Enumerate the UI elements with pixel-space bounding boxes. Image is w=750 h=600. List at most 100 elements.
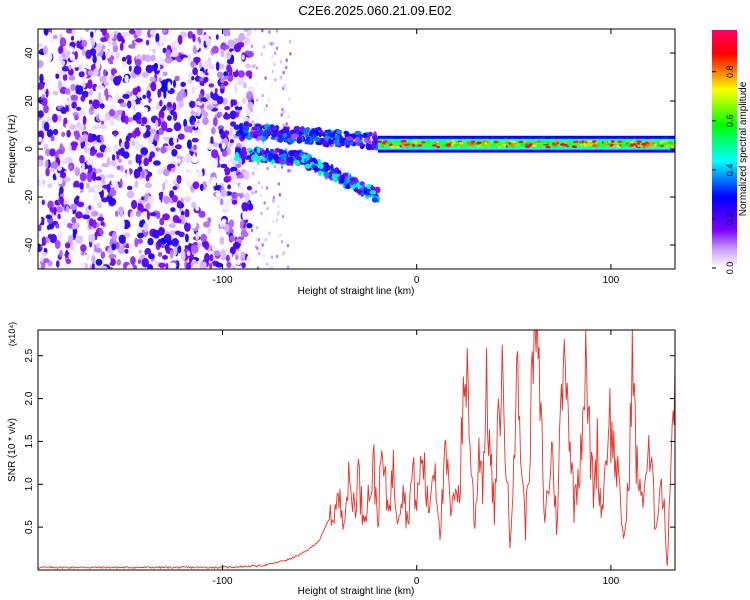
spectrogram-cell [203,83,208,92]
spectrogram-cell [97,202,103,209]
spectrogram-cell [45,236,50,244]
spectrogram-cell [476,141,482,144]
spectrogram-cell [453,143,460,147]
spectrogram-cell [371,197,378,203]
spectrogram-cell [374,140,378,145]
spectrogram-cell [195,232,200,241]
y-tick-label: 2.0 [24,391,35,405]
spectrogram-cell [111,154,116,162]
spectrogram-cell [271,134,277,139]
spectrogram-cell [72,60,80,68]
spectrogram-cell [323,141,329,146]
spectrogram-cell [259,128,264,136]
spectrogram-cell [138,249,142,254]
spectrogram-cell [288,40,292,44]
spectrogram-cell [241,146,247,152]
spectrogram-cell [83,254,87,262]
spectrogram-cell [148,253,155,260]
spectrogram-cell [257,51,260,56]
spectrogram-cell [122,61,127,69]
spectrogram-cell [170,109,175,116]
spectrogram-cell [85,29,90,33]
spectrogram-cell [191,85,196,95]
spectrogram-cell [74,166,81,177]
spectrogram-cell [251,126,258,131]
spectrogram-cell [275,29,279,33]
spectrogram-cell [366,184,372,188]
spectrogram-cell [247,50,254,58]
spectrogram-cell [240,92,245,100]
spectrogram-cell [144,182,153,189]
spectrogram-cell [224,35,232,42]
spectrogram-cell [545,146,551,149]
spectrogram-cell [359,181,364,186]
spectrogram-cell [60,107,68,114]
spectrogram-cell [241,132,248,137]
spectrogram-cell [38,83,45,90]
spectrogram-cell [217,111,223,118]
spectrogram-cell [38,262,42,269]
spectrogram-cell [184,221,191,232]
spectrogram-cell [49,207,54,213]
spectrogram-panel: -100 0 100 -40 -20 0 20 40 Height of straight l… [7,28,676,297]
spectrogram-cell [610,140,615,143]
spectrogram-cell [127,159,133,165]
spectrogram-cell [128,240,135,250]
spectrogram-cell [76,85,84,95]
spectrogram-cell [130,256,136,265]
spectrogram-cell [196,29,203,36]
spectrogram-cell [165,262,169,269]
spectrogram-cell [147,264,154,269]
spectrogram-cell [106,183,111,193]
spectrogram-cell [261,243,264,247]
spectrogram-cell [250,77,254,82]
y-tick-label: 20 [24,95,35,107]
spectrogram-cell [358,142,364,146]
spectrogram-cell [163,178,169,185]
spectrogram-cell [44,121,50,132]
spectrogram-cell [656,143,662,147]
spectrogram-cell [213,176,217,187]
spectrogram-cell [641,143,647,146]
spectrogram-cell [150,81,157,92]
spectrogram-cell [38,110,44,118]
spectrogram-cell [41,199,45,206]
spectrogram-cell [552,143,558,146]
spectrogram-cell [177,245,182,254]
spectrogram-cell [271,265,274,269]
spectrogram-cell [248,123,253,127]
spectrogram-cell [88,164,93,173]
spectrogram-cell [86,39,92,44]
spectrogram-cell [259,247,263,251]
spectrogram-cell [70,83,76,92]
spectrogram-cell [133,170,141,178]
spectrogram-cell [636,140,642,143]
spectrogram-cell [459,145,463,148]
spectrogram-cell [133,65,142,75]
spectrogram-cell [277,204,280,209]
spectrogram-cell [121,38,125,44]
spectrogram-cell [304,130,309,136]
spectrogram-cell [543,141,548,145]
spectrogram-cell [264,238,267,242]
spectrogram-cell [318,131,322,138]
spectrogram-cell [520,143,526,146]
spectrogram-cell [43,29,49,36]
spectrogram-cell [176,91,184,101]
spectrogram-cell [280,113,283,117]
spectrogram-y-label: Frequency (Hz) [7,115,18,184]
spectrogram-cell [125,135,130,142]
spectrogram-cell [389,146,395,149]
colorbar-gradient [712,30,737,268]
spectrogram-cell [268,30,271,34]
spectrogram-cell [546,141,551,144]
spectrogram-cell [68,164,73,170]
spectrogram-cell [215,192,221,197]
spectrogram-cell [46,224,51,231]
spectrogram-cell [222,97,228,106]
spectrogram-cell [279,76,282,81]
spectrogram-cell [91,38,96,47]
spectrogram-cell [43,45,48,55]
spectrogram-cell [162,47,167,54]
spectrogram-cell [265,186,269,190]
